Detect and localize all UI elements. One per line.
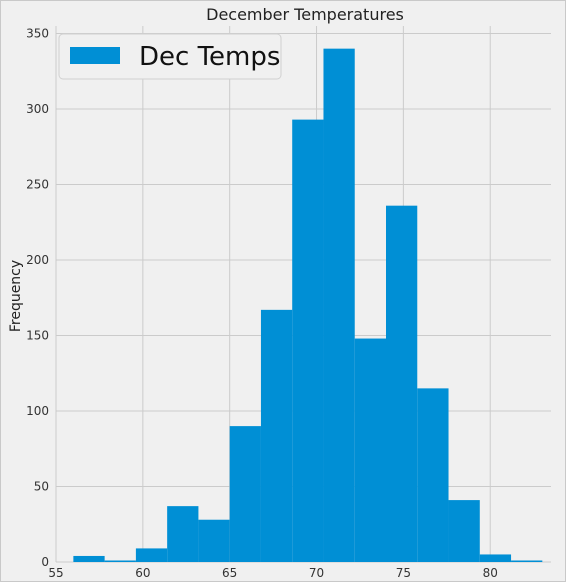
y-tick-label: 150 — [26, 329, 49, 343]
x-tick-label: 80 — [483, 566, 498, 580]
legend-label: Dec Temps — [139, 42, 280, 72]
y-axis-label: Frequency — [8, 260, 24, 332]
histogram-bar — [73, 555, 105, 562]
histogram-bar — [167, 506, 199, 562]
y-tick-label: 350 — [26, 27, 49, 41]
y-tick-label: 250 — [26, 178, 49, 192]
y-tick-label: 300 — [26, 102, 49, 116]
histogram-bar — [198, 519, 230, 562]
histogram-bar — [511, 560, 543, 562]
histogram-bar — [135, 548, 168, 562]
histogram-bar — [354, 338, 386, 562]
histogram-bar — [417, 388, 449, 562]
histogram-bar — [104, 560, 136, 562]
x-tick-label: 65 — [222, 566, 237, 580]
histogram-bar — [292, 119, 324, 562]
y-tick-label: 50 — [34, 480, 49, 494]
legend: Dec Temps — [58, 33, 282, 80]
histogram-bar — [323, 48, 355, 562]
x-tick-label: 60 — [135, 566, 150, 580]
histogram-bar — [260, 309, 293, 562]
legend-swatch — [70, 47, 120, 64]
x-tick-label: 70 — [309, 566, 324, 580]
chart-title: December Temperatures — [206, 5, 404, 24]
histogram-bars — [73, 48, 543, 563]
y-axis-ticks: 0 50 100 150 200 250 300 350 — [26, 27, 49, 569]
histogram-bar — [448, 500, 480, 562]
y-tick-label: 200 — [26, 253, 49, 267]
histogram-bar — [386, 205, 418, 563]
x-axis-ticks: 55 60 65 70 75 80 — [48, 566, 497, 580]
y-tick-label: 0 — [41, 555, 49, 569]
x-tick-label: 55 — [48, 566, 63, 580]
y-tick-label: 100 — [26, 404, 49, 418]
x-tick-label: 75 — [396, 566, 411, 580]
histogram-bar — [479, 554, 512, 562]
histogram-bar — [229, 426, 261, 562]
legend-box — [58, 33, 282, 80]
